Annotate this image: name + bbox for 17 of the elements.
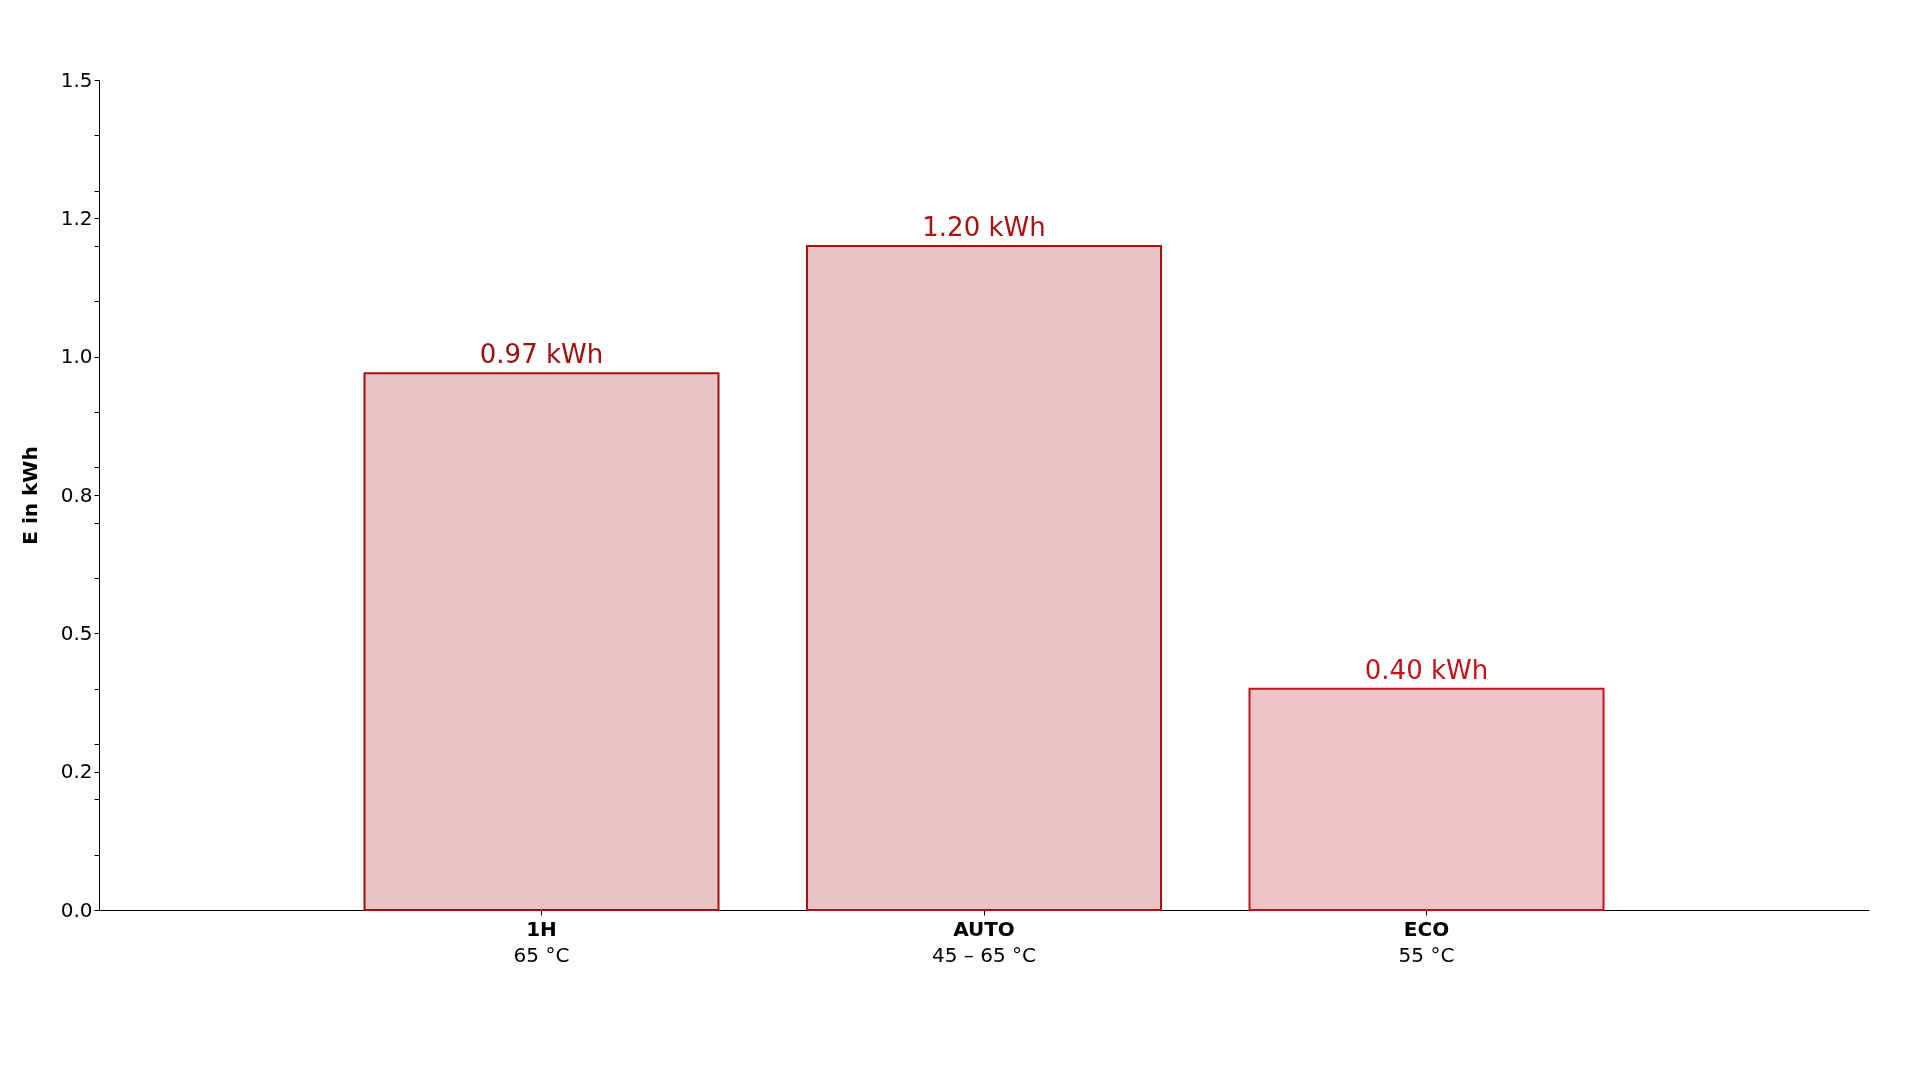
category-label: ECO 55 °C	[1398, 917, 1455, 967]
y-tick-label: 0.8	[60, 482, 93, 507]
data-label: 0.40 kWh	[1364, 654, 1489, 685]
bar	[363, 372, 720, 911]
category-label: AUTO 45 – 65 °C	[932, 917, 1036, 967]
y-tick-label: 1.5	[60, 67, 93, 92]
y-tick-label: 1.2	[60, 205, 93, 230]
y-axis-title: E in kWh	[17, 446, 42, 545]
bar	[1248, 687, 1605, 911]
y-tick-label: 0.0	[60, 897, 93, 922]
y-tick-label: 0.5	[60, 620, 93, 645]
data-label: 1.20 kWh	[922, 212, 1046, 242]
data-label: 0.97 kWh	[479, 339, 604, 370]
bar	[806, 245, 1162, 911]
y-tick-label: 0.2	[60, 759, 93, 784]
y-tick-label: 1.0	[60, 344, 93, 369]
category-label: 1H 65 °C	[513, 917, 570, 967]
